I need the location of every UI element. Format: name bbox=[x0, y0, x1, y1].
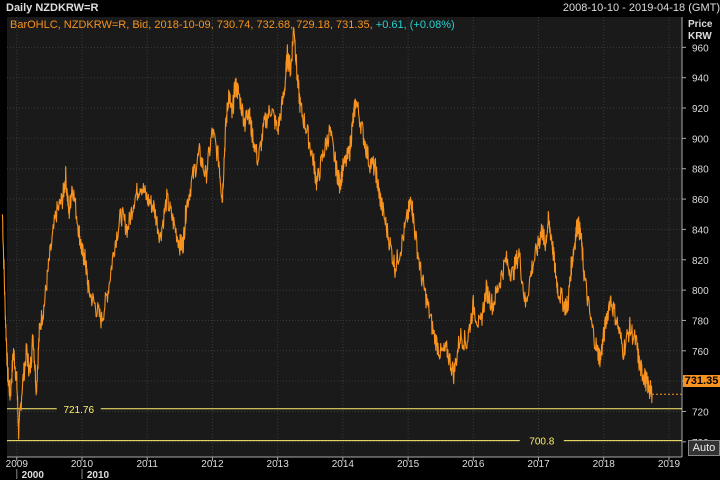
y-axis-title-price: Price bbox=[688, 19, 713, 30]
x-tick-label: 2015 bbox=[397, 459, 420, 470]
x-tick-label: 2009 bbox=[6, 459, 29, 470]
horizontal-line-label: 700.8 bbox=[529, 437, 554, 448]
x-tick-label: 2012 bbox=[201, 459, 224, 470]
y-tick-label: 960 bbox=[692, 43, 709, 54]
title-bar: Daily NZDKRW=R 2008-10-10 - 2019-04-18 (… bbox=[0, 0, 720, 16]
horizontal-line-label-bg bbox=[56, 402, 101, 415]
y-tick-label: 880 bbox=[692, 165, 709, 176]
y-tick-label: 820 bbox=[692, 256, 709, 267]
change-readout: +0.61, (+0.08%) bbox=[375, 19, 455, 31]
y-tick-label: 920 bbox=[692, 104, 709, 115]
last-price-tag: 731.35 bbox=[683, 375, 720, 387]
x-tick-label: 2016 bbox=[462, 459, 485, 470]
chart-title: Daily NZDKRW=R bbox=[6, 2, 99, 14]
y-tick-label: 780 bbox=[692, 316, 709, 327]
y-tick-label: 720 bbox=[692, 407, 709, 418]
y-tick-label: 800 bbox=[692, 286, 709, 297]
y-tick-label: 840 bbox=[692, 225, 709, 236]
x-tick-label: 2011 bbox=[136, 459, 158, 470]
info-line: BarOHLC, NZDKRW=R, Bid, 2018-10-09, 730.… bbox=[10, 19, 455, 31]
horizontal-line-label-bg bbox=[519, 434, 564, 447]
y-tick-label: 900 bbox=[692, 134, 709, 145]
x-tick-label: 2018 bbox=[593, 459, 616, 470]
decade-label: 2010 bbox=[87, 470, 110, 480]
x-tick-label: 2017 bbox=[527, 459, 550, 470]
date-range: 2008-10-10 - 2019-04-18 (GMT) bbox=[562, 2, 720, 14]
x-tick-label: 2019 bbox=[658, 459, 681, 470]
ohlc-readout: BarOHLC, NZDKRW=R, Bid, 2018-10-09, 730.… bbox=[10, 19, 373, 31]
horizontal-line-label: 721.76 bbox=[63, 405, 94, 416]
plot-area[interactable] bbox=[7, 17, 682, 457]
decade-label: 2000 bbox=[22, 470, 45, 480]
y-tick-label: 860 bbox=[692, 195, 709, 206]
y-tick-label: 940 bbox=[692, 74, 709, 85]
y-axis-title-unit: KRW bbox=[688, 31, 712, 42]
y-tick-label: 760 bbox=[692, 347, 709, 358]
auto-scale-button[interactable]: Auto bbox=[688, 440, 720, 456]
price-series-line bbox=[1, 26, 653, 440]
y-axis-title: Price KRW bbox=[688, 19, 712, 43]
x-tick-label: 2013 bbox=[267, 459, 290, 470]
x-tick-label: 2014 bbox=[332, 459, 355, 470]
x-tick-label: 2010 bbox=[71, 459, 94, 470]
